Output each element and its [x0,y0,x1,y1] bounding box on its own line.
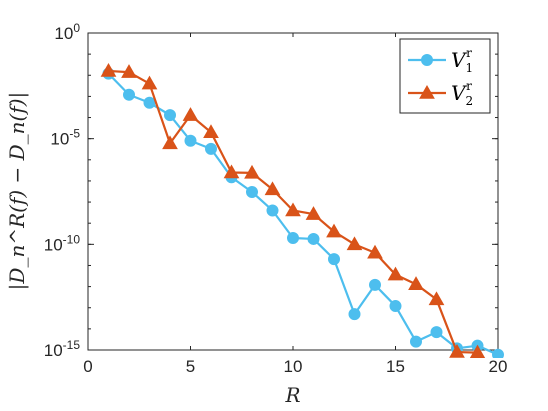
series-2 [100,62,486,358]
series-1-point [410,335,422,348]
series-1-point [430,326,443,339]
series-2-point [346,236,363,251]
y-tick-label: 10-5 [50,127,80,149]
series-1-point [369,278,381,291]
series-1-point [246,185,258,198]
series-2-point [223,164,240,179]
y-tick-base: 10 [50,130,69,149]
series-1-point [328,253,340,266]
series-1-point [389,300,402,313]
series-2-point [305,206,322,220]
series-2-point [162,135,178,150]
x-tick-label: 15 [386,357,405,376]
series-2-point [428,291,445,306]
legend-label-subscript: 1 [465,61,473,75]
x-tick-label: 20 [489,357,508,376]
series-2-point [203,124,219,139]
legend-label-main: V [451,81,468,105]
x-tick-label: 0 [83,357,92,376]
legend-label-superscript: r [466,46,472,60]
y-tick-exponent: 0 [73,21,80,35]
x-tick-label: 10 [284,357,303,376]
y-tick-exponent: -5 [69,127,80,141]
legend-box [399,38,491,114]
series-layer [100,62,504,358]
y-tick-label: 10-10 [44,232,81,254]
x-axis: 0 5 10 15 20 [83,33,507,376]
series-1-point [287,231,299,244]
y-tick-label: 10-15 [44,338,81,360]
y-tick-label: 100 [54,21,80,43]
x-tick-label: 5 [186,357,195,376]
series-1-point [143,96,156,109]
y-tick-base: 10 [44,341,63,360]
legend-label: V1r [451,46,473,75]
series-1-point [348,308,361,321]
x-axis-label: R [284,383,300,407]
y-tick-exponent: -15 [63,338,81,352]
legend-item-1: V1r [408,46,473,75]
series-1-point [205,142,217,155]
series-2-point [141,75,158,90]
series-2-point [285,202,301,217]
legend-label-superscript: r [466,79,472,93]
series-2-point [326,223,342,238]
legend-label-subscript: 2 [465,94,473,108]
series-1-point [164,109,176,122]
y-axis-label: |D_n^R(f) − D_n(f)| [5,92,30,291]
series-2-point [264,181,281,196]
series-2-point [244,164,260,179]
series-2-point [469,344,486,358]
legend-item-2: V2r [408,79,473,108]
legend-marker [421,54,433,66]
y-tick-base: 10 [54,24,73,43]
series-1-point [307,232,320,245]
series-1-point [184,134,197,147]
legend-label: V2r [451,79,473,108]
y-tick-exponent: -10 [63,232,81,246]
series-2-point [100,62,117,77]
legend-marker [419,84,435,99]
series-2-point [408,276,424,290]
series-2-point [367,244,383,259]
series-1-point [266,204,279,217]
y-tick-base: 10 [44,235,63,254]
series-2-line [108,69,483,358]
series-1-point [492,348,504,358]
series-1-point [123,88,135,101]
series-2-point [182,107,199,121]
y-axis-label-group: |D_n^R(f) − D_n(f)| [5,92,30,291]
legend-label-main: V [451,48,468,72]
series-2-point [387,266,404,281]
series-2-point [121,64,137,78]
series-2-point [449,344,465,358]
